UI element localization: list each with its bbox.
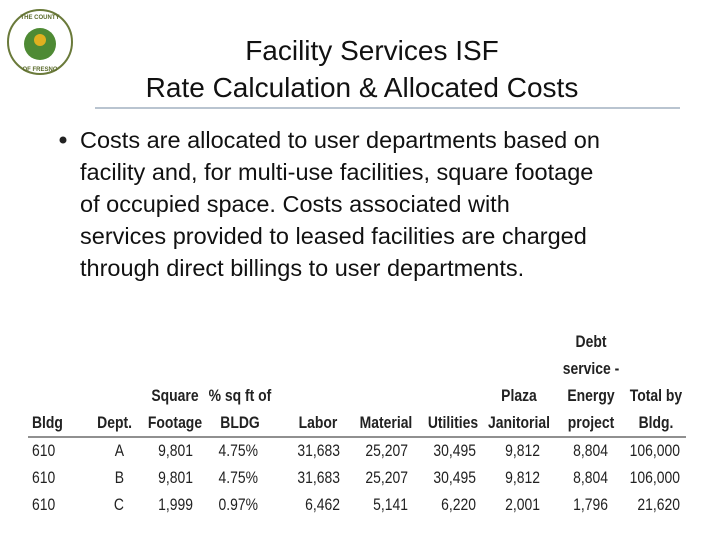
column-header: Plaza — [501, 387, 537, 406]
table-cell: 4.75% — [219, 469, 259, 488]
table: Bldg Dept. Square Footage % sq ft of BLDG Labo… — [32, 333, 683, 515]
table-cell: 106,000 — [630, 469, 681, 488]
table-cell: 25,207 — [365, 469, 408, 488]
bullet-line: facility and, for multi-use facilities, … — [80, 159, 593, 185]
table-cell: 31,683 — [297, 469, 340, 488]
table-cell: C — [114, 496, 124, 515]
logo-bottom: OF FRESNO — [22, 67, 57, 73]
table-cell: 9,812 — [505, 469, 540, 488]
table-cell: 30,495 — [433, 442, 476, 461]
bullet-dot — [59, 136, 67, 144]
column-header: Energy — [567, 387, 615, 406]
table-cell: 610 — [32, 442, 56, 461]
bullet-text: Costs are allocated to user departments … — [80, 127, 600, 281]
title-line: Rate Calculation & Allocated Costs — [146, 72, 579, 103]
column-header: Utilities — [428, 414, 478, 433]
column-header: Dept. — [97, 414, 132, 433]
table-cell: 4.75% — [219, 442, 259, 461]
logo: THE COUNTY OF FRESNO — [7, 9, 73, 75]
column-header: Total by — [630, 387, 683, 406]
title-line: Facility Services ISF — [245, 35, 499, 66]
logo-sun — [34, 34, 46, 46]
table-cell: 6,462 — [305, 496, 340, 515]
table-cell: 30,495 — [433, 469, 476, 488]
table-cell: 25,207 — [365, 442, 408, 461]
bullet-line: services provided to leased facilities a… — [80, 223, 587, 249]
table-cell: A — [115, 442, 125, 461]
column-header: Janitorial — [488, 414, 550, 433]
column-header: Square — [151, 387, 199, 406]
column-header: Debt — [576, 333, 607, 352]
column-header: service - — [563, 360, 620, 379]
column-header: Bldg — [32, 414, 63, 433]
column-header: project — [568, 414, 614, 433]
bullet-line: Costs are allocated to user departments … — [80, 127, 600, 153]
column-header: Material — [360, 414, 413, 433]
table-cell: 5,141 — [373, 496, 408, 515]
column-header: Bldg. — [639, 414, 674, 433]
table-cell: 31,683 — [297, 442, 340, 461]
table-cell: 610 — [32, 496, 56, 515]
column-header: BLDG — [220, 414, 259, 433]
column-header: Labor — [299, 414, 338, 433]
logo-top: THE COUNTY — [21, 15, 60, 21]
table-cell: 106,000 — [630, 442, 681, 461]
bullet-line: of occupied space. Costs associated with — [80, 191, 510, 217]
table-cell: 9,801 — [158, 442, 193, 461]
table-cell: 9,801 — [158, 469, 193, 488]
table-cell: 1,796 — [573, 496, 608, 515]
table-cell: 8,804 — [573, 442, 608, 461]
table-cell: 1,999 — [158, 496, 193, 515]
table-cell: 6,220 — [441, 496, 476, 515]
table-cell: 610 — [32, 469, 56, 488]
table-cell: B — [115, 469, 124, 488]
table-cell: 2,001 — [505, 496, 540, 515]
table-cell: 21,620 — [637, 496, 680, 515]
bullet-line: through direct billings to user departme… — [80, 255, 524, 281]
table-cell: 0.97% — [219, 496, 259, 515]
table-cell: 9,812 — [505, 442, 540, 461]
column-header: % sq ft of — [209, 387, 272, 406]
table-cell: 8,804 — [573, 469, 608, 488]
column-header: Footage — [148, 414, 202, 433]
